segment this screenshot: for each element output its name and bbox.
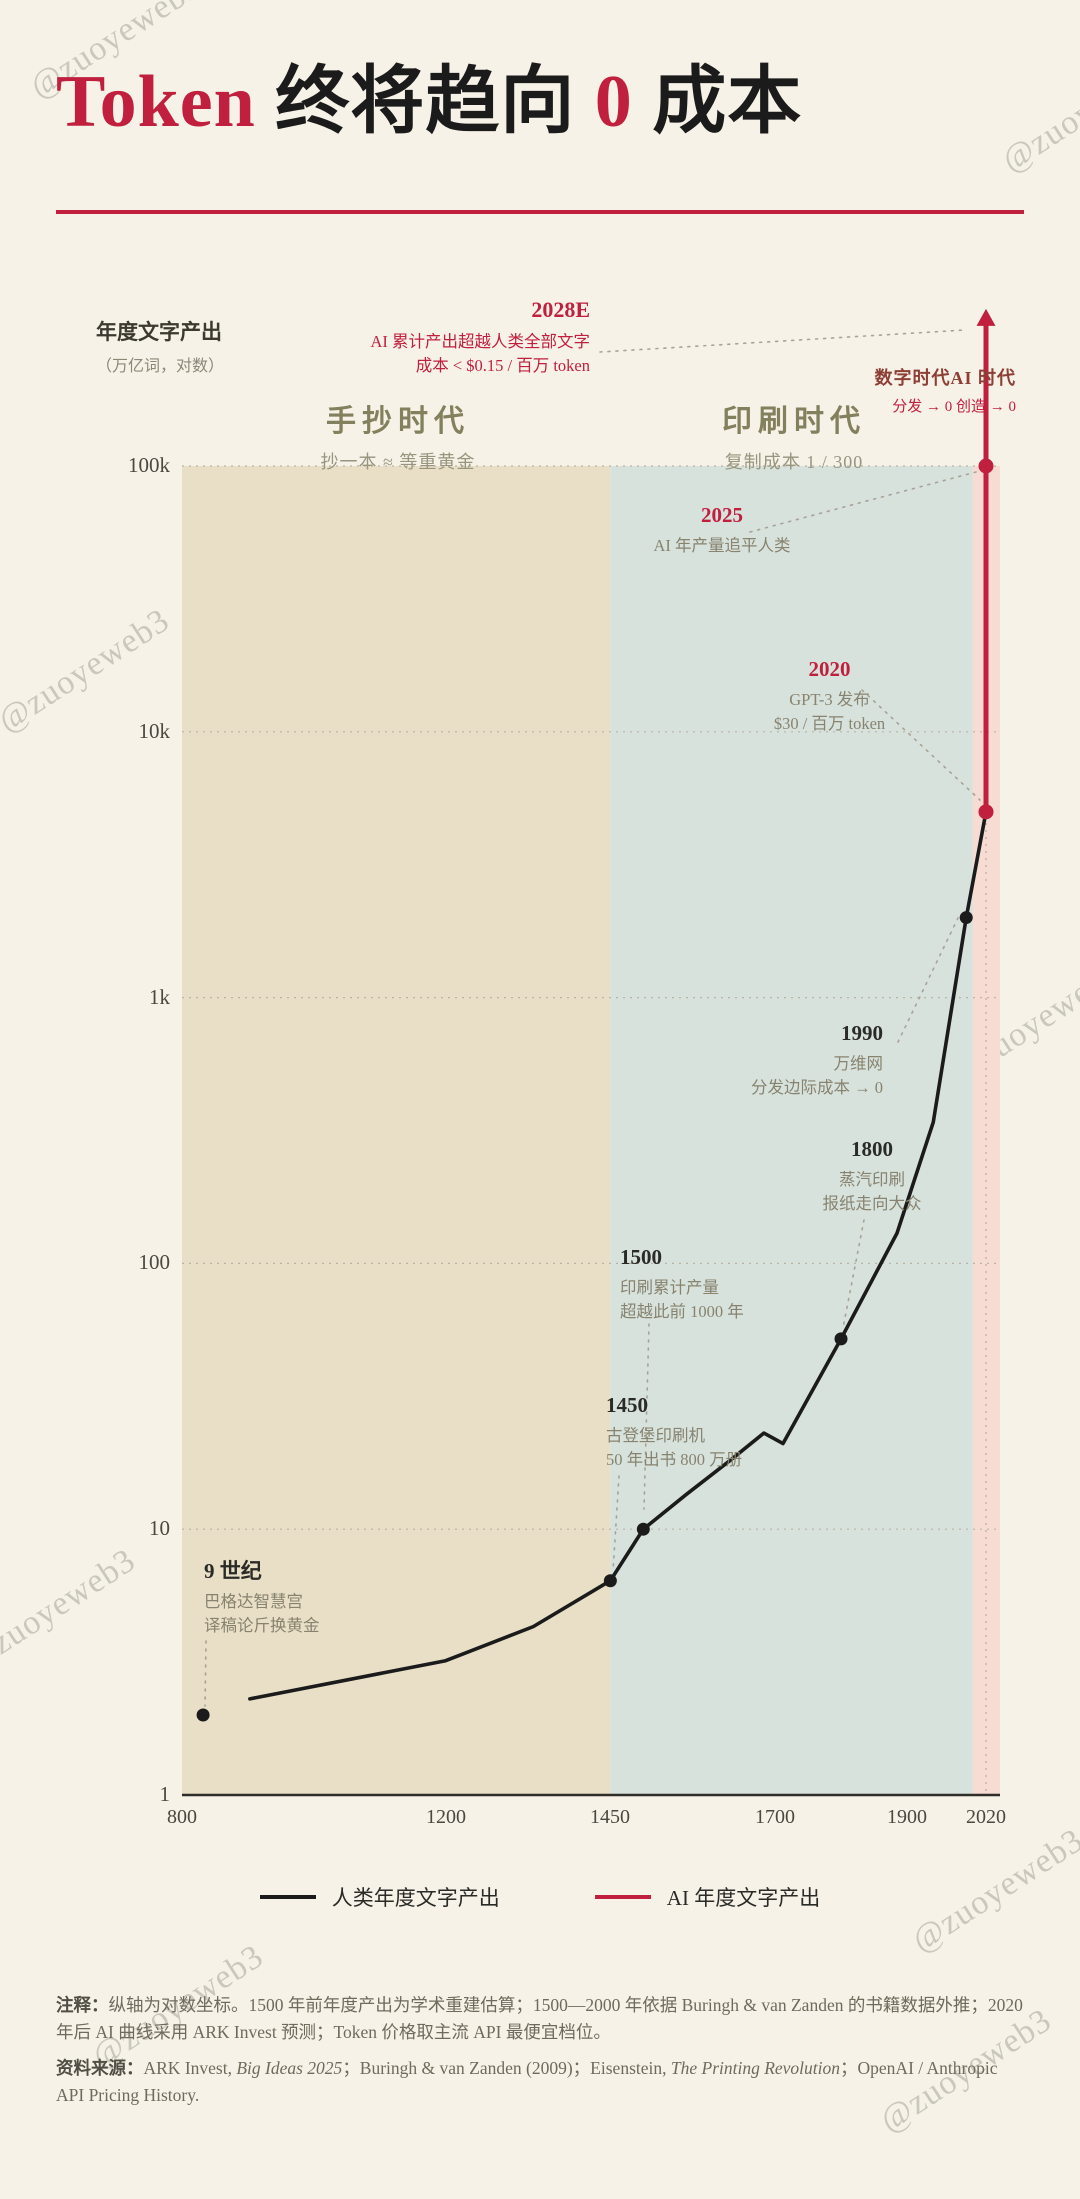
era-print-name: 印刷时代 <box>722 405 866 438</box>
annotation-9th-century-year: 9 世纪 <box>204 1559 262 1583</box>
page-title: Token 终将趋向 0 成本 <box>56 60 802 145</box>
annotation-2025-year: 2025 <box>701 503 743 527</box>
footnote-notes-label: 注释： <box>56 1995 109 2015</box>
ai-line-swatch <box>594 1895 651 1899</box>
title-part-zero: 0 <box>594 61 633 143</box>
annotation-1450-line2: 50 年出书 800 万册 <box>606 1450 743 1470</box>
watermark: @zuoyeweb3 <box>0 1541 143 1680</box>
annotation-9th-century-line2: 译稿论斤换黄金 <box>204 1616 320 1636</box>
watermark: @zuoyeweb3 <box>995 41 1080 180</box>
era-digital-subtitle: 分发 → 0 创造 → 0 <box>892 399 1016 415</box>
footnote-sources-seg2: ；Buringh & van Zanden (2009)；Eisenstein, <box>342 2058 671 2079</box>
annotation-1800-year: 1800 <box>851 1137 893 1161</box>
annotation-9th-century-line1: 巴格达智慧宫 <box>204 1592 303 1612</box>
annotation-1990-year: 1990 <box>841 1021 883 1045</box>
legend-label-human: 人类年度文字产出 <box>331 1886 500 1910</box>
x-tick-1200: 1200 <box>426 1806 466 1828</box>
era-handcopy-subtitle: 抄一本 ≈ 等重黄金 <box>320 452 476 472</box>
annotation-1500: 1500 印刷累计产量 超越此前 1000 年 <box>620 1242 890 1324</box>
annotation-2028e-line2: 成本 < $0.15 / 百万 token <box>415 355 590 375</box>
annotation-1990-line2: 分发边际成本 → 0 <box>751 1078 883 1098</box>
human-line-swatch <box>259 1895 316 1899</box>
annotation-1450: 1450 古登堡印刷机 50 年出书 800 万册 <box>606 1390 896 1472</box>
y-tick-10k: 10k <box>138 719 171 743</box>
footnote-sources-seg0: ARK Invest, <box>143 2058 237 2079</box>
annotation-2020-line2: $30 / 百万 token <box>773 714 886 734</box>
y-axis-title-line1: 年度文字产出 <box>96 320 222 344</box>
y-tick-100: 100 <box>138 1250 171 1274</box>
x-tick-1900: 1900 <box>887 1806 927 1828</box>
y-tick-10: 10 <box>149 1516 170 1540</box>
y-axis-title: 年度文字产出 （万亿词，对数） <box>96 316 224 376</box>
era-label-handcopy: 手抄时代 抄一本 ≈ 等重黄金 <box>268 396 528 474</box>
y-axis-title-line2: （万亿词，对数） <box>96 358 225 375</box>
x-tick-1450: 1450 <box>590 1806 630 1828</box>
era-print-subtitle: 复制成本 1 / 300 <box>724 452 864 472</box>
annotation-2025-line1: AI 年产量追平人类 <box>653 536 791 556</box>
x-tick-1700: 1700 <box>755 1806 795 1828</box>
footnote-sources-label: 资料来源： <box>56 2058 144 2079</box>
era-label-print: 印刷时代 复制成本 1 / 300 <box>664 396 924 474</box>
legend-item-human: 人类年度文字产出 <box>259 1882 500 1912</box>
footnote-notes-text: 纵轴为对数坐标。1500 年前年度产出为学术重建估算；1500—2000 年依据… <box>56 1995 1023 2043</box>
annotation-1800-line1: 蒸汽印刷 <box>839 1170 905 1190</box>
annotation-2028e-line1: AI 累计产出超越人类全部文字 <box>370 331 590 351</box>
legend-item-ai: AI 年度文字产出 <box>594 1882 821 1912</box>
y-tick-1k: 1k <box>149 985 170 1009</box>
annotation-2028e-year: 2028E <box>531 297 590 322</box>
annotation-2020-year: 2020 <box>808 657 851 681</box>
footnote-sources-seg1: Big Ideas 2025 <box>236 2058 343 2079</box>
legend: 人类年度文字产出 AI 年度文字产出 <box>0 1882 1080 1912</box>
footnote-sources-seg3: The Printing Revolution <box>670 2058 841 2079</box>
annotation-2020-line1: GPT-3 发布 <box>789 690 870 710</box>
title-underline <box>56 210 1024 214</box>
x-tick-800: 800 <box>167 1806 197 1828</box>
annotation-1500-line1: 印刷累计产量 <box>620 1278 719 1298</box>
annotation-9th-century: 9 世纪 巴格达智慧宫 译稿论斤换黄金 <box>204 1556 474 1638</box>
title-part-text2: 成本 <box>632 61 803 143</box>
annotation-2020: 2020 GPT-3 发布 $30 / 百万 token <box>712 654 947 736</box>
annotation-2025: 2025 AI 年产量追平人类 <box>597 500 847 558</box>
footnote-sources-seg4: ；OpenAI / Anthropic API Pricing History. <box>56 2058 998 2106</box>
annotation-1450-year: 1450 <box>606 1393 648 1417</box>
y-tick-1: 1 <box>159 1782 171 1806</box>
annotation-1800-line2: 报纸走向大众 <box>822 1194 922 1214</box>
era-digital-name: 数字时代AI 时代 <box>874 368 1016 388</box>
annotation-1500-line2: 超越此前 1000 年 <box>620 1302 744 1322</box>
y-tick-100k: 100k <box>128 453 170 477</box>
annotation-1990: 1990 万维网 分发边际成本 → 0 <box>678 1018 883 1100</box>
footnote-notes: 注释：纵轴为对数坐标。1500 年前年度产出为学术重建估算；1500—2000 … <box>56 1992 1024 2046</box>
x-tick-2020: 2020 <box>966 1806 1006 1828</box>
footer: 注释：纵轴为对数坐标。1500 年前年度产出为学术重建估算；1500—2000 … <box>56 1992 1024 2110</box>
annotation-2028e: 2028E AI 累计产出超越人类全部文字 成本 < $0.15 / 百万 to… <box>230 294 590 378</box>
legend-label-ai: AI 年度文字产出 <box>666 1886 821 1910</box>
era-handcopy-name: 手抄时代 <box>326 405 470 438</box>
watermark: @zuoyeweb3 <box>943 953 1080 1092</box>
annotation-1990-line1: 万维网 <box>833 1054 884 1074</box>
annotation-1450-line1: 古登堡印刷机 <box>606 1426 705 1446</box>
footnote-sources: 资料来源：ARK Invest, Big Ideas 2025；Buringh … <box>56 2055 1024 2109</box>
annotation-1500-year: 1500 <box>620 1245 662 1269</box>
era-label-digital-ai: 数字时代AI 时代 分发 → 0 创造 → 0 <box>874 364 1016 416</box>
title-part-text1: 终将趋向 <box>255 61 595 143</box>
annotation-1800: 1800 蒸汽印刷 报纸走向大众 <box>762 1134 982 1216</box>
title-part-token: Token <box>56 61 256 143</box>
